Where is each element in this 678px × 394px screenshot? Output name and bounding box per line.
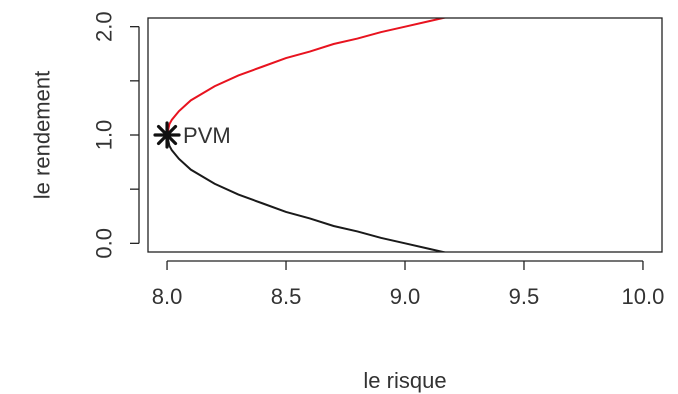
x-tick-label-2: 9.0: [390, 284, 421, 309]
x-tick-label-1: 8.5: [271, 284, 302, 309]
pvm-label: PVM: [183, 123, 231, 148]
x-axis: 8.0 8.5 9.0 9.5 10.0: [152, 260, 665, 309]
pvm-marker: [153, 121, 181, 149]
annotations: PVM: [153, 121, 231, 149]
y-tick-label-0: 0.0: [92, 228, 117, 259]
x-tick-label-3: 9.5: [509, 284, 540, 309]
series-group: [166, 18, 448, 252]
y-tick-label-2: 1.0: [92, 120, 117, 151]
pvm-marker-stroke-3: [156, 124, 178, 146]
y-axis-title: le rendement: [30, 71, 55, 199]
series-line-2: [166, 134, 448, 252]
x-axis-title: le risque: [363, 368, 446, 393]
plot-frame: [147, 17, 663, 253]
x-tick-label-4: 10.0: [622, 284, 665, 309]
x-tick-label-0: 8.0: [152, 284, 183, 309]
series-line-1: [166, 18, 448, 136]
y-tick-label-4: 2.0: [92, 11, 117, 42]
y-axis: 0.0 1.0 2.0: [92, 11, 140, 259]
